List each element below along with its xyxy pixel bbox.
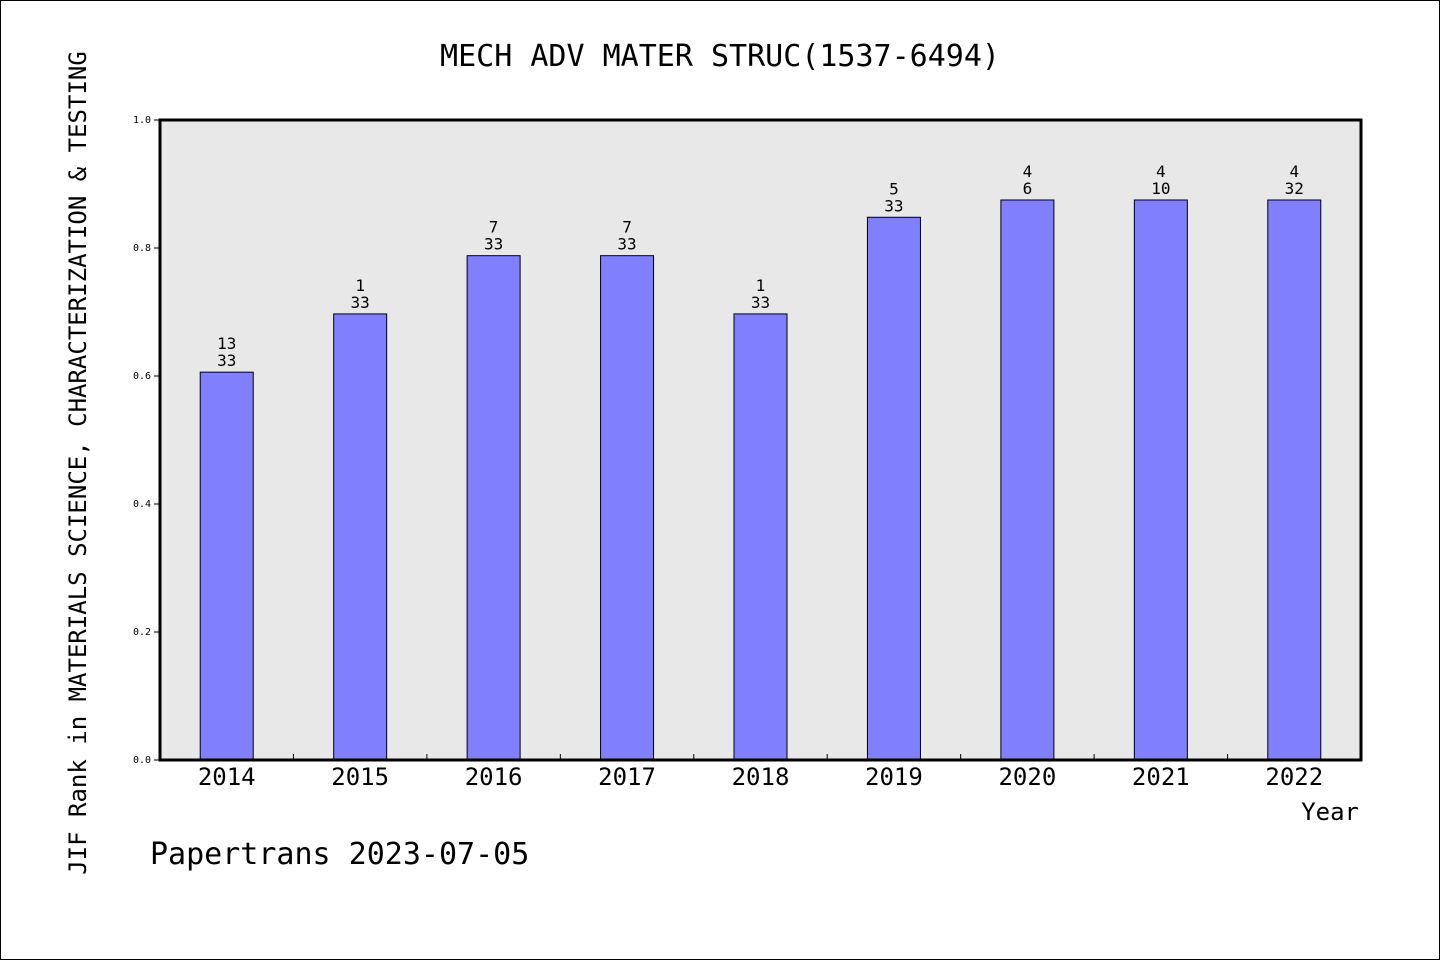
y-axis: 0.0 0.2 0.4 0.6 0.8 1.0 — [133, 115, 160, 766]
x-tick-label: 2015 — [331, 763, 389, 791]
bar-rank-label: 4 — [1156, 162, 1166, 181]
bar-2014 — [199, 371, 254, 761]
bar-total-label: 6 — [1023, 179, 1033, 198]
bar-2022 — [1267, 199, 1322, 761]
y-tick-label: 1.0 — [133, 115, 151, 126]
footer-credit: Papertrans 2023-07-05 — [150, 837, 529, 872]
y-tick-label: 0.2 — [133, 627, 151, 638]
bar-total-label: 33 — [884, 196, 903, 215]
bar-2020 — [1000, 199, 1055, 761]
bar-rank-label: 1 — [355, 276, 365, 295]
y-tick-label: 0.0 — [133, 755, 151, 766]
y-tick-label: 0.4 — [133, 499, 151, 510]
bar-total-label: 33 — [484, 235, 503, 254]
bar-rank-label: 4 — [1289, 162, 1299, 181]
bar-total-label: 32 — [1285, 179, 1304, 198]
x-tick-label: 2021 — [1132, 763, 1190, 791]
x-tick-label: 2022 — [1265, 763, 1323, 791]
bar-rank-label: 5 — [889, 179, 899, 198]
x-tick-label: 2014 — [198, 763, 256, 791]
bar-total-label: 33 — [617, 235, 636, 254]
x-tick-label: 2016 — [465, 763, 523, 791]
bar-total-label: 10 — [1151, 179, 1170, 198]
bar-total-label: 33 — [217, 351, 236, 370]
bar-rank-label: 4 — [1023, 162, 1033, 181]
bar-2021 — [1133, 199, 1188, 761]
bar-rank-label: 7 — [489, 218, 499, 237]
x-axis: 2014 2015 2016 2017 2018 2019 2020 2021 2022 — [198, 754, 1323, 791]
bar-total-label: 33 — [351, 293, 370, 312]
bar-2017 — [600, 255, 655, 761]
y-tick-label: 0.6 — [133, 371, 151, 382]
bar-total-label: 33 — [751, 293, 770, 312]
bar-rank-label: 1 — [756, 276, 766, 295]
chart-title: MECH ADV MATER STRUC(1537-6494) — [440, 39, 1000, 74]
bar-2018 — [733, 313, 788, 761]
bar-rank-label: 7 — [622, 218, 632, 237]
y-tick-label: 0.8 — [133, 243, 151, 254]
bar-2016 — [466, 255, 521, 761]
x-tick-label: 2019 — [865, 763, 923, 791]
bar-2015 — [333, 313, 388, 761]
x-axis-label: Year — [1301, 798, 1359, 826]
x-tick-label: 2018 — [732, 763, 790, 791]
bar-rank-label: 13 — [217, 334, 236, 353]
x-tick-label: 2017 — [598, 763, 656, 791]
plot-border — [158, 118, 1363, 762]
bar-2019 — [866, 216, 921, 761]
x-tick-label: 2020 — [998, 763, 1056, 791]
y-axis-label: JIF Rank in MATERIALS SCIENCE, CHARACTER… — [64, 51, 92, 875]
